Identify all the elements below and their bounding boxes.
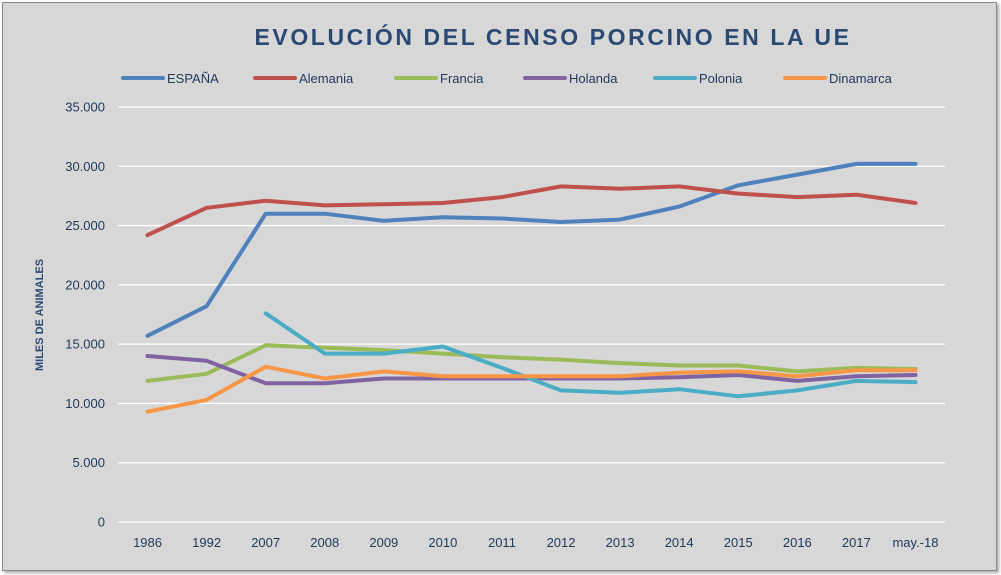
legend-label: Francia [440, 71, 484, 86]
legend: ESPAÑA Alemania Francia Holanda Polonia Dinam… [121, 71, 893, 86]
x-tick-label: 2015 [724, 535, 753, 550]
legend-label: Alemania [299, 71, 354, 86]
series-line-francia [145, 343, 918, 383]
x-tick-label: 2011 [488, 535, 516, 550]
legend-label: ESPAÑA [167, 71, 219, 86]
x-tick-label: 1986 [133, 535, 162, 550]
x-tick-label: 2010 [428, 535, 457, 550]
x-tick-label: 2012 [547, 535, 576, 550]
legend-label: Holanda [569, 71, 618, 86]
series-line-polonia [263, 311, 918, 399]
x-tick-label: 2017 [842, 535, 871, 550]
y-axis-ticks: 0 5.000 10.000 15.000 20.000 25.000 30.000 35.0… [65, 100, 105, 530]
x-tick-label: 1992 [192, 535, 221, 550]
x-tick-label: may.-18 [892, 535, 938, 550]
y-tick-label: 5.000 [72, 455, 105, 470]
x-axis-ticks: 1986 1992 2007 2008 2009 2010 2011 2012 2013 2014… [133, 535, 938, 550]
chart-title: EVOLUCIÓN DEL CENSO PORCINO EN LA UE [254, 23, 851, 50]
y-tick-label: 20.000 [65, 277, 105, 292]
series-line-españa [145, 161, 918, 338]
y-tick-label: 15.000 [65, 337, 105, 352]
series-lines [145, 161, 918, 414]
y-axis-label: MILES DE ANIMALES [34, 259, 46, 371]
series-line-dinamarca [145, 364, 918, 414]
x-tick-label: 2013 [606, 535, 635, 550]
y-tick-label: 35.000 [65, 100, 105, 115]
y-tick-label: 30.000 [65, 159, 105, 174]
chart-canvas: EVOLUCIÓN DEL CENSO PORCINO EN LA UE MIL… [34, 23, 945, 550]
x-tick-label: 2014 [665, 535, 694, 550]
x-tick-label: 2007 [251, 535, 280, 550]
series-line-alemania [145, 184, 918, 238]
y-tick-label: 25.000 [65, 218, 105, 233]
legend-label: Dinamarca [829, 71, 893, 86]
x-tick-label: 2009 [369, 535, 398, 550]
x-tick-label: 2016 [783, 535, 812, 550]
y-tick-label: 10.000 [65, 396, 105, 411]
x-tick-label: 2008 [310, 535, 339, 550]
legend-label: Polonia [699, 71, 743, 86]
y-tick-label: 0 [98, 515, 105, 530]
